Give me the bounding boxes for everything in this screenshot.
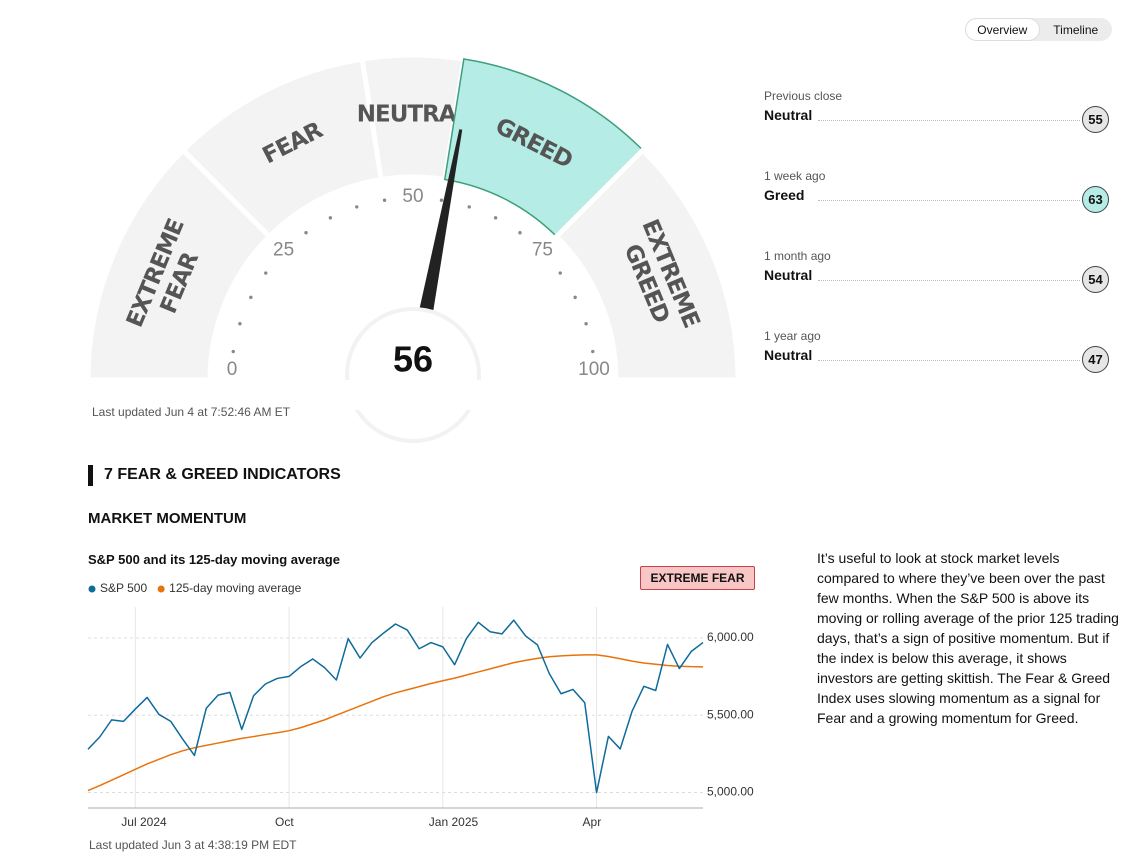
line-series	[87, 619, 704, 794]
gauge-dot	[249, 295, 253, 300]
section-title: 7 FEAR & GREED INDICATORS	[104, 466, 341, 483]
chart-title: S&P 500 and its 125-day moving average	[88, 552, 340, 567]
gauge-dot	[231, 349, 235, 354]
legend-marker	[88, 585, 96, 593]
history-value: 63	[1082, 186, 1109, 213]
gauge-tick-label: 50	[402, 186, 423, 207]
gauge-dot	[328, 216, 333, 220]
x-tick-label: Oct	[275, 815, 294, 829]
history-value: 55	[1082, 106, 1109, 133]
history-leader	[818, 280, 1080, 281]
gauge-dot	[382, 198, 387, 202]
history-rating: Neutral	[764, 347, 813, 363]
gauge-value: 56	[393, 339, 433, 380]
gauge-dot	[355, 205, 359, 209]
legend-label: S&P 500	[100, 581, 147, 595]
gauge-dot	[558, 271, 562, 275]
history-value: 47	[1082, 346, 1109, 373]
history-label: 1 week ago	[764, 169, 826, 183]
line-series	[87, 654, 704, 792]
gauge-needle	[419, 129, 463, 313]
gauge-dot	[591, 349, 595, 354]
history-rating: Greed	[764, 187, 805, 203]
tabs: Overview Timeline	[965, 18, 1112, 41]
indicator-title: MARKET MOMENTUM	[88, 510, 247, 527]
gauge-tick-label: 100	[578, 359, 610, 380]
gauge-dot	[467, 205, 471, 209]
gauge-dot	[264, 271, 268, 275]
y-tick-label: 6,000.00	[707, 630, 754, 644]
x-tick-label: Jan 2025	[429, 815, 479, 829]
x-tick-label: Apr	[583, 815, 602, 829]
history-label: 1 year ago	[764, 329, 821, 343]
tab-timeline[interactable]: Timeline	[1053, 22, 1099, 37]
gauge-dot	[439, 198, 444, 202]
gauge-segment	[553, 146, 741, 383]
y-tick-label: 5,500.00	[707, 707, 754, 721]
gauge-base	[80, 380, 750, 410]
x-tick-label: Jul 2024	[121, 815, 167, 829]
gauge-tick-label: 25	[273, 240, 294, 261]
gauge-updated: Last updated Jun 4 at 7:52:46 AM ET	[92, 405, 291, 419]
section-bar	[88, 465, 93, 486]
history-label: 1 month ago	[764, 249, 831, 263]
gauge-dot	[304, 231, 308, 235]
history-rating: Neutral	[764, 107, 813, 123]
chart-updated: Last updated Jun 3 at 4:38:19 PM EDT	[89, 838, 297, 852]
description: It’s useful to look at stock market leve…	[817, 550, 1119, 726]
history-leader	[818, 200, 1080, 201]
legend-marker	[157, 585, 165, 593]
history-label: Previous close	[764, 89, 843, 103]
gauge-segment-label: NEUTRAL	[357, 102, 471, 128]
history-value: 54	[1082, 266, 1109, 293]
gauge-tick-label: 0	[227, 359, 238, 380]
gauge-dot	[518, 231, 522, 235]
history-leader	[818, 120, 1080, 121]
legend-label: 125-day moving average	[169, 581, 301, 595]
badge: EXTREME FEAR	[640, 566, 755, 590]
history-leader	[818, 360, 1080, 361]
gauge-dot	[573, 295, 577, 300]
gauge-tick-label: 75	[532, 240, 553, 261]
gauge-dot	[238, 322, 242, 326]
tab-overview[interactable]: Overview	[965, 18, 1040, 41]
history-rating: Neutral	[764, 267, 813, 283]
y-tick-label: 5,000.00	[707, 785, 754, 799]
gauge-dot	[584, 322, 588, 326]
gauge-dot	[493, 216, 498, 220]
